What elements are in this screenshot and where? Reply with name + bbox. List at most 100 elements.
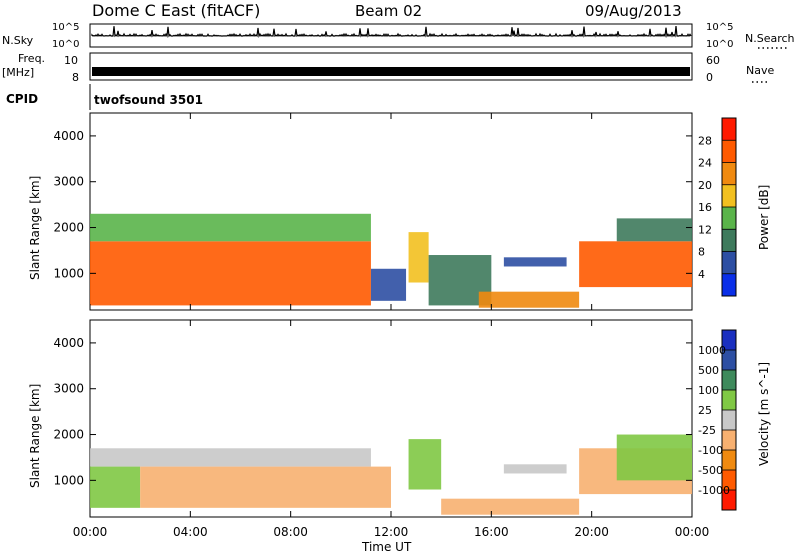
data-region [579,241,692,288]
data-region [140,466,391,508]
time-tick-label: 00:00 [675,525,710,539]
data-region [408,232,429,283]
power-colorbar-label: Power [dB] [757,185,771,250]
velocity-colorbar-label: Velocity [m s^-1] [757,362,771,466]
y-tick-label: 4000 [53,336,84,350]
colorbar-segment [722,450,736,470]
colorbar-segment [722,430,736,450]
colorbar-segment [722,207,736,230]
colorbar-segment [722,390,736,410]
colorbar-tick-label: 24 [698,157,712,170]
colorbar-segment [722,162,736,185]
velocity-ylabel: Slant Range [km] [28,384,42,488]
data-region [370,268,407,301]
power-colorbar: 4 8 12 16 20 24 28 [698,117,737,297]
freq-label-1: Freq. [18,52,45,65]
nsky-tick-bottom: 10^0 [52,39,79,50]
data-region [408,439,442,490]
data-region [503,464,567,474]
nsky-trace [91,26,692,39]
colorbar-tick-label: 20 [698,179,712,192]
nave-tick-bottom: 0 [706,71,713,84]
colorbar-segment [722,490,736,510]
colorbar-segment [722,330,736,350]
cpid-value: twofsound 3501 [94,93,203,107]
colorbar-tick-label: 4 [698,268,705,281]
colorbar-segment [722,410,736,430]
colorbar-frame [721,329,737,511]
time-tick-label: 04:00 [173,525,208,539]
beam-title: Beam 02 [355,2,422,20]
colorbar-segment [722,350,736,370]
nave-label: Nave [746,64,774,77]
time-tick-label: 16:00 [474,525,509,539]
data-region [90,466,141,508]
data-region [90,241,371,306]
y-tick-label: 3000 [53,175,84,189]
data-region [616,218,692,242]
freq-label-2: [MHz] [2,66,34,79]
time-tick-label: 00:00 [73,525,108,539]
colorbar-segment [722,273,736,296]
colorbar-tick-label: 25 [698,404,712,417]
power-data [90,213,692,308]
power-y-ticks: 1000 2000 3000 4000 [53,129,692,280]
time-tick-label: 12:00 [374,525,409,539]
y-tick-label: 2000 [53,221,84,235]
time-tick-label: 08:00 [273,525,308,539]
nsky-right-tick-bottom: 10^0 [706,39,733,50]
velocity-plot: 1000 2000 3000 4000 Slant Range [km] [28,319,693,518]
xlabel: Time UT [361,540,412,554]
nsky-right-tick-top: 10^5 [706,22,733,33]
velocity-x-ticks [89,320,693,517]
colorbar-segment [722,118,736,141]
y-tick-label: 1000 [53,473,84,487]
colorbar-segment [722,229,736,252]
time-axis-labels: 00:00 04:00 08:00 12:00 16:00 20:00 00:00 [73,525,710,539]
colorbar-tick-label: 500 [698,364,719,377]
data-region [90,213,371,242]
y-tick-label: 1000 [53,266,84,280]
velocity-y-ticks: 1000 2000 3000 4000 [53,336,692,487]
colorbar-tick-label: 1000 [698,344,726,357]
data-region [616,434,692,481]
data-region [478,291,580,308]
colorbar-segment [722,470,736,490]
colorbar-segment [722,140,736,163]
colorbar-tick-label: -25 [698,424,716,437]
freq-tick-top: 10 [64,54,78,67]
colorbar-tick-label: 16 [698,201,712,214]
data-region [503,257,567,267]
velocity-colorbar: -1000 -500 -100 -25 25 100 500 1000 [698,329,737,511]
station-title: Dome C East (fitACF) [92,1,260,20]
colorbar-tick-label: 12 [698,223,712,236]
colorbar-segment [722,251,736,274]
nave-tick-top: 60 [706,54,720,67]
time-tick-label: 20:00 [574,525,609,539]
colorbar-tick-label: -1000 [698,484,730,497]
data-region [441,498,580,515]
y-tick-label: 2000 [53,428,84,442]
power-ylabel: Slant Range [km] [28,176,42,280]
colorbar-tick-label: 28 [698,134,712,147]
date-title: 09/Aug/2013 [585,2,682,20]
colorbar-tick-label: 8 [698,246,705,259]
nsearch-label: N.Search [745,32,795,45]
y-tick-label: 3000 [53,382,84,396]
y-tick-label: 4000 [53,129,84,143]
nsky-label: N.Sky [2,34,34,47]
power-x-ticks [89,113,693,310]
freq-trace [92,67,690,76]
colorbar-tick-label: 100 [698,384,719,397]
colorbar-segment [722,184,736,207]
power-plot: 1000 2000 3000 4000 Slant Range [km] [28,112,693,311]
cpid-label: CPID [6,92,38,106]
colorbar-tick-label: -500 [698,464,723,477]
nsky-tick-top: 10^5 [52,22,79,33]
freq-tick-bottom: 8 [72,71,79,84]
data-region [90,448,371,467]
colorbar-tick-label: -100 [698,444,723,457]
colorbar-segment [722,370,736,390]
velocity-data [90,434,692,515]
